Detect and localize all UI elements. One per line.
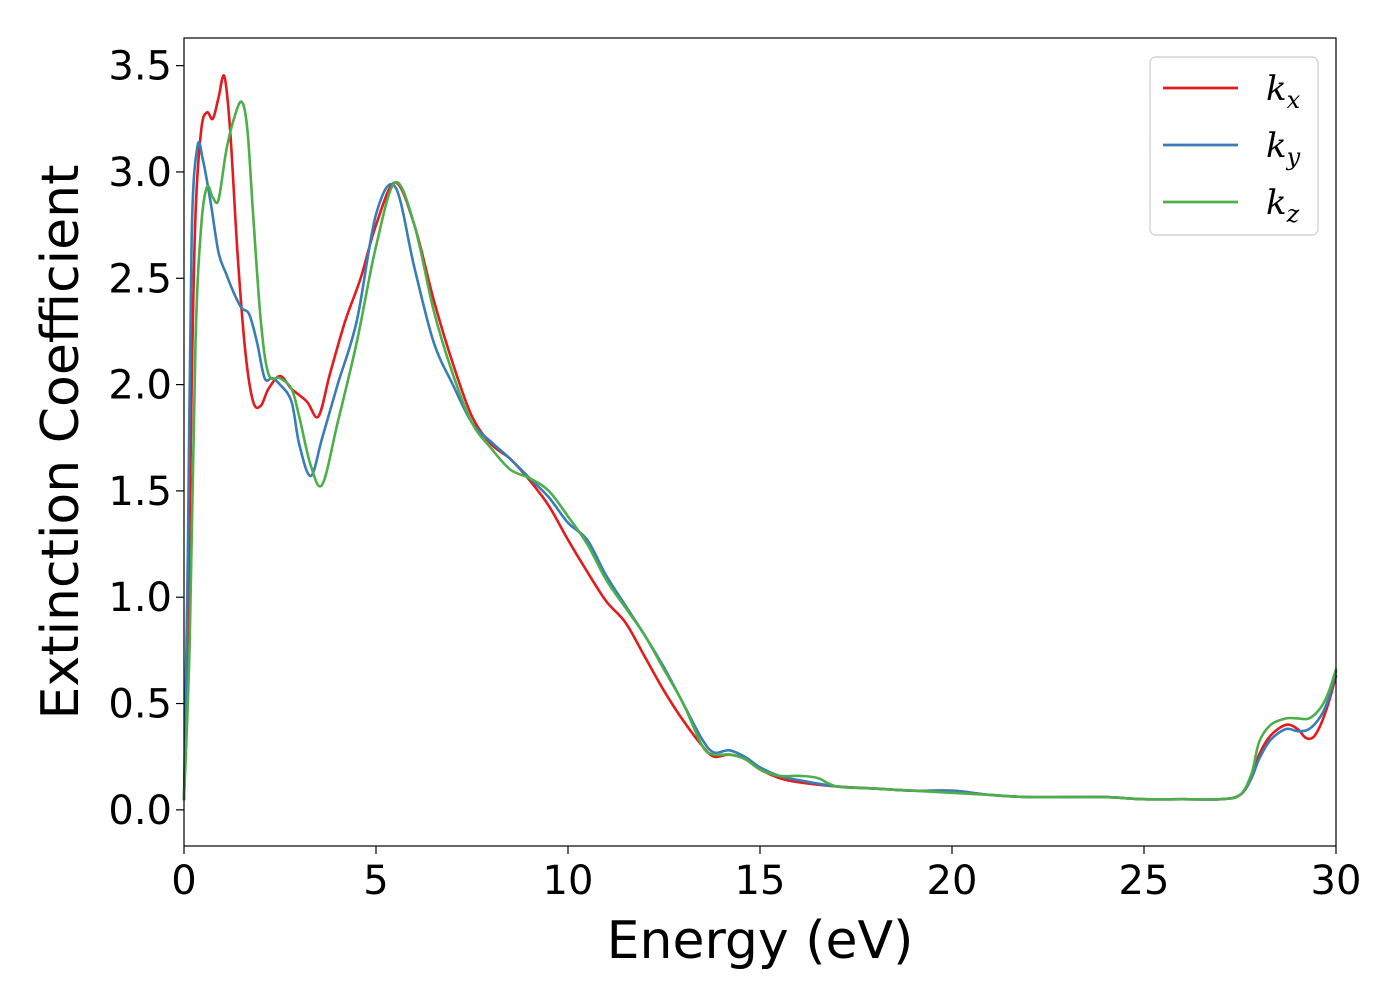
y-tick-label: 2.0 [108, 363, 172, 409]
x-tick-label: 30 [1311, 858, 1362, 904]
legend-label-subscript: x [1287, 86, 1301, 114]
legend-label-y: ky [1266, 126, 1301, 171]
legend-label-z: kz [1266, 183, 1300, 228]
y-tick-label: 2.5 [108, 256, 172, 302]
legend-label-base: k [1266, 69, 1287, 109]
y-axis-title: Extinction Coefficient [31, 165, 91, 720]
x-tick-label: 10 [543, 858, 594, 904]
series-layer [182, 74, 1338, 801]
y-tick-label: 0.0 [108, 788, 172, 834]
legend-label-subscript: y [1286, 143, 1301, 171]
legend-label-base: k [1266, 126, 1287, 166]
y-axis: 0.0 0.5 1.0 1.5 2.0 2.5 3.0 3.5 [108, 44, 184, 834]
y-tick-label: 1.5 [108, 469, 172, 515]
y-tick-label: 1.0 [108, 575, 172, 621]
x-axis-title: Energy (eV) [607, 911, 914, 971]
series-line-z [182, 100, 1338, 801]
x-tick-label: 25 [1119, 858, 1170, 904]
x-axis: 0 5 10 15 20 25 30 [171, 846, 1361, 904]
x-tick-label: 20 [927, 858, 978, 904]
y-tick-label: 0.5 [108, 682, 172, 728]
x-tick-label: 5 [363, 858, 388, 904]
legend-label-x: kx [1266, 69, 1301, 114]
y-tick-label: 3.0 [108, 150, 172, 196]
legend-label-subscript: z [1286, 200, 1300, 228]
y-tick-label: 3.5 [108, 44, 172, 90]
x-tick-label: 0 [171, 858, 196, 904]
x-tick-label: 15 [735, 858, 786, 904]
legend-label-base: k [1266, 183, 1287, 223]
